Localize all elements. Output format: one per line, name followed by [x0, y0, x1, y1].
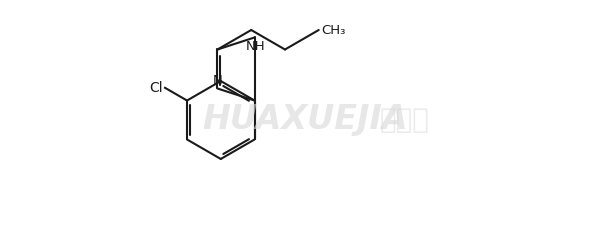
Text: HUAXUEJIA: HUAXUEJIA: [203, 103, 408, 137]
Text: Cl: Cl: [150, 81, 163, 95]
Text: NH: NH: [246, 40, 265, 53]
Text: N: N: [213, 74, 222, 87]
Text: CH₃: CH₃: [321, 24, 345, 36]
Text: 化学加: 化学加: [380, 106, 430, 134]
